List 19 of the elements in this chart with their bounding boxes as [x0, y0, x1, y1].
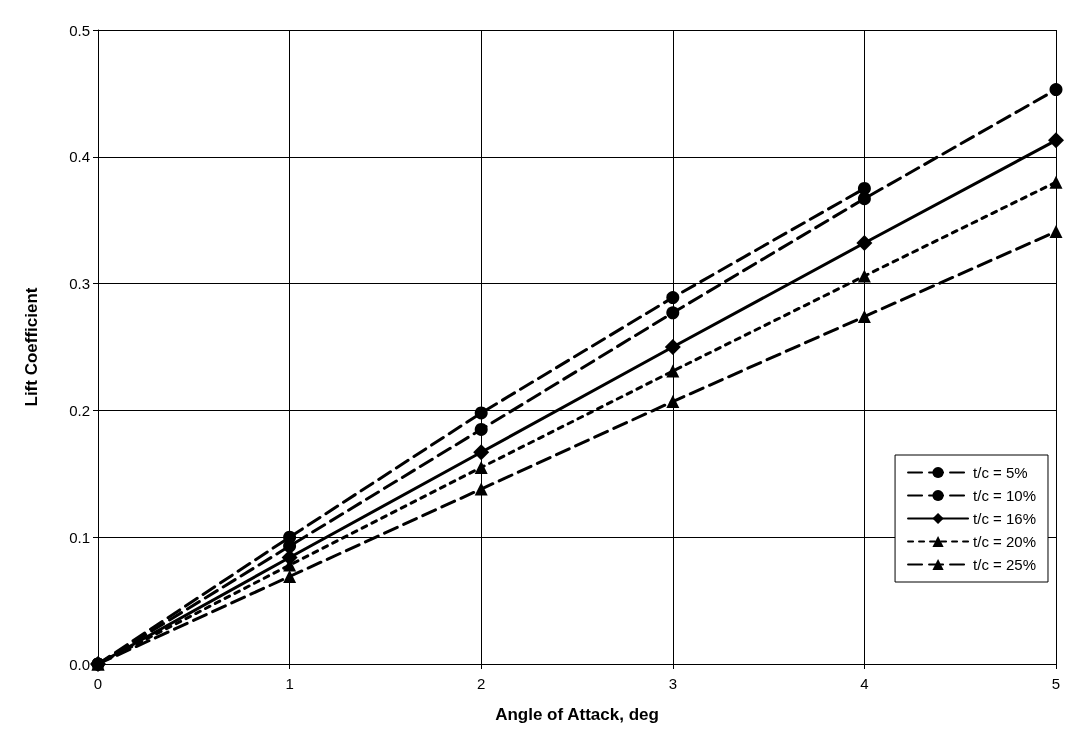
y-tick-label: 0.3 [69, 275, 90, 293]
legend-label: t/c = 25% [973, 556, 1036, 573]
x-tick-label: 0 [93, 675, 103, 692]
x-tick-label: 2 [477, 675, 486, 692]
y-tick-label: 0.4 [69, 148, 90, 166]
legend-label: t/c = 16% [973, 510, 1036, 527]
legend-label: t/c = 10% [973, 487, 1036, 504]
y-tick-label: 0.5 [69, 21, 90, 39]
x-tick-label: 3 [668, 675, 677, 692]
x-tick-label: 1 [285, 675, 294, 692]
x-axis-title: Angle of Attack, deg [495, 705, 659, 724]
x-tick-label: 5 [1051, 675, 1061, 692]
legend-label: t/c = 5% [973, 464, 1028, 481]
y-axis-title: Lift Coefficient [22, 287, 41, 407]
y-tick-label: 0.1 [69, 528, 90, 546]
legend-label: t/c = 20% [973, 533, 1036, 550]
y-tick-label: 0.0 [69, 655, 90, 673]
x-tick-label: 4 [860, 675, 869, 692]
y-tick-label: 0.2 [69, 401, 90, 419]
